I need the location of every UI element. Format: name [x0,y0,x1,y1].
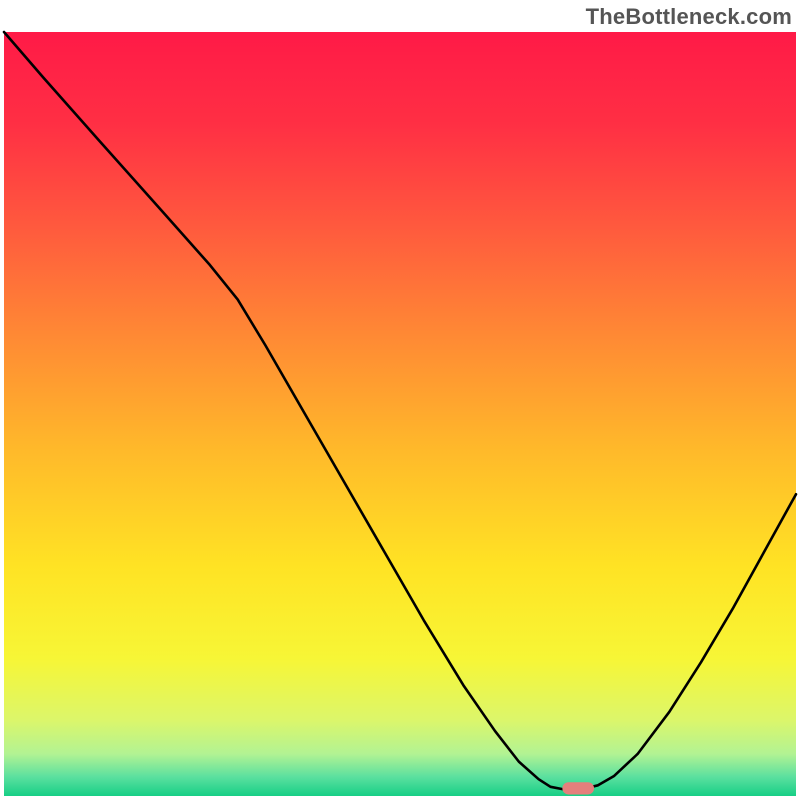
optimal-marker [562,782,594,794]
bottleneck-chart [0,0,800,800]
chart-container: TheBottleneck.com [0,0,800,800]
chart-background [4,32,796,796]
watermark-text: TheBottleneck.com [586,4,792,30]
